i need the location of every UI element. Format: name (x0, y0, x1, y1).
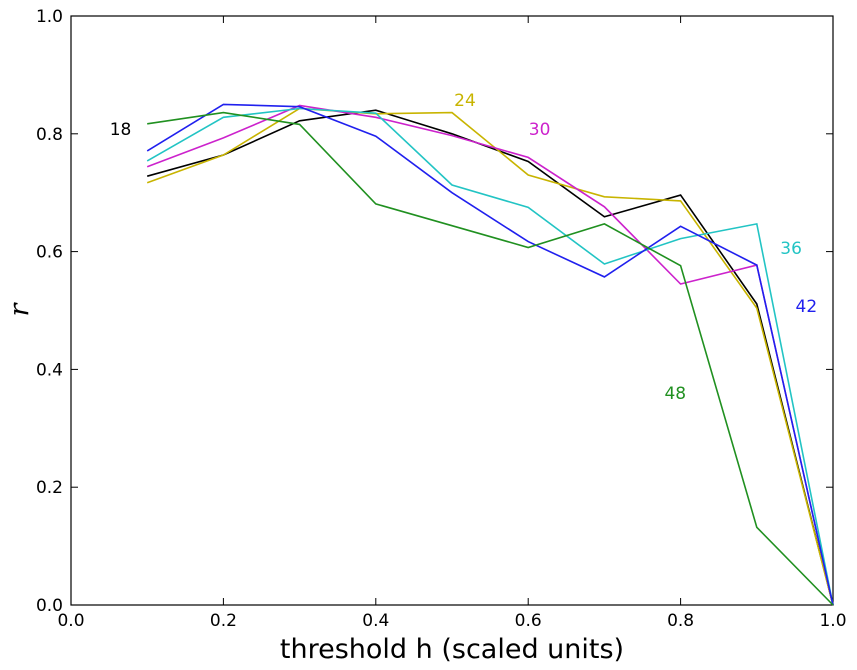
series-label-24: 24 (454, 91, 476, 111)
series-line-30 (146, 104, 834, 606)
y-tick-label: 0.0 (36, 596, 63, 616)
x-axis-title: threshold h (scaled units) (280, 634, 624, 665)
series-line-24 (146, 107, 834, 606)
x-tick-label: 0.0 (57, 611, 84, 631)
x-tick-label: 0.8 (667, 611, 694, 631)
plot-area (70, 15, 834, 606)
x-tick-label: 1.0 (819, 611, 846, 631)
x-tick-label: 0.6 (515, 611, 542, 631)
y-tick-label: 0.6 (36, 243, 63, 263)
y-tick-label: 1.0 (36, 7, 63, 27)
x-tick-label: 0.4 (362, 611, 389, 631)
y-tick-label: 0.2 (36, 478, 63, 498)
series-labels: 18 24 30 36 42 48 (110, 91, 817, 404)
series-line-18 (146, 109, 834, 606)
y-axis-title: r (4, 301, 35, 316)
series-line-42 (146, 103, 834, 606)
series-label-18: 18 (110, 120, 132, 140)
x-tick-label: 0.2 (210, 611, 237, 631)
series-label-36: 36 (780, 239, 802, 259)
y-tick-label: 0.4 (36, 360, 63, 380)
series-label-42: 42 (796, 297, 818, 317)
ticks: 0.0 0.2 0.4 0.6 0.8 1.0 0.0 0.2 0.4 0.6 0.8 1.0 (36, 7, 847, 631)
series-line-36 (146, 107, 834, 606)
series-line-48 (147, 111, 834, 606)
series-label-30: 30 (529, 120, 551, 140)
y-tick-label: 0.8 (36, 125, 63, 145)
series-label-48: 48 (664, 384, 686, 404)
series-lines (146, 103, 834, 606)
